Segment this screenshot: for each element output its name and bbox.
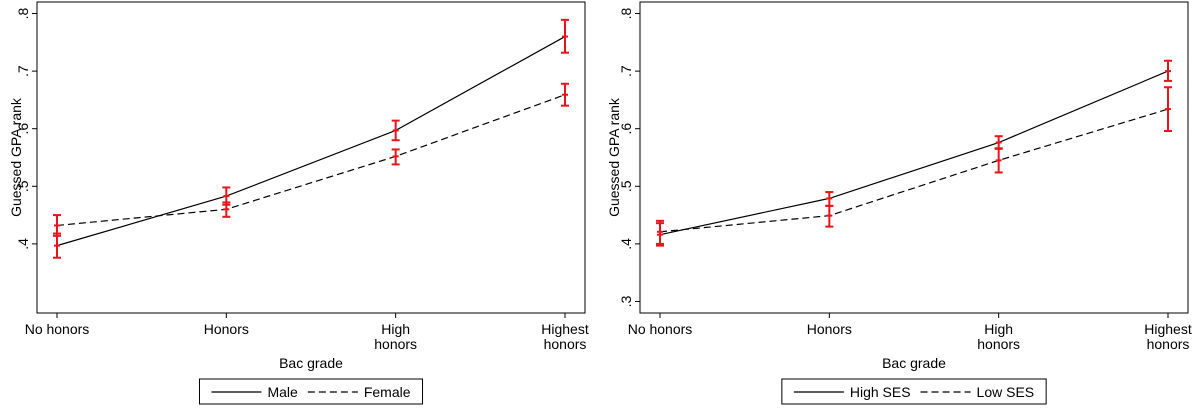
x-tick-label: Highest honors [541,321,589,352]
x-tick-label: No honors [627,321,693,337]
x-tick-label: Honors [203,321,249,337]
x-tick-label: Honors [806,321,852,337]
y-tick-label: .5 [15,180,31,192]
x-tick-label: No honors [24,321,90,337]
legend-label: High SES [850,384,911,400]
plot-frame [36,1,586,314]
y-tick-label: .5 [618,180,634,192]
legend-label: Female [364,384,411,400]
series-line [56,94,566,227]
y-tick-label: .6 [15,123,31,135]
legend: High SES Low SES [781,378,1047,405]
x-tick-label: High honors [977,321,1021,352]
y-tick-label: .7 [618,65,634,77]
legend-label: Male [267,384,298,400]
x-tick-label: Highest honors [1144,321,1192,352]
y-tick-label: .3 [618,295,634,307]
legend-label: Low SES [977,384,1035,400]
legend: Male Female [198,378,424,405]
x-axis-title: Bac grade [279,355,343,371]
series-line [659,108,1169,233]
y-tick-label: .6 [618,123,634,135]
y-tick-label: .4 [15,238,31,250]
chart: .4 .5 .6 .7 .8 Bac grade Guessed GPA rank Male F… [8,1,586,405]
y-tick-label: .8 [618,7,634,19]
series-line [659,70,1169,236]
y-tick-label: .8 [15,7,31,19]
chart: .3 .4 .5 .6 .7 .8 Bac grade Guessed GPA rank Hig… [606,1,1189,405]
y-tick-label: .4 [618,238,634,250]
y-tick-label: .7 [15,65,31,77]
x-axis-title: Bac grade [882,355,946,371]
y-axis-title: Guessed GPA rank [606,97,622,217]
plot-frame [639,1,1189,314]
series-line [56,36,566,247]
y-axis-title: Guessed GPA rank [8,97,24,217]
x-tick-label: High honors [374,321,418,352]
